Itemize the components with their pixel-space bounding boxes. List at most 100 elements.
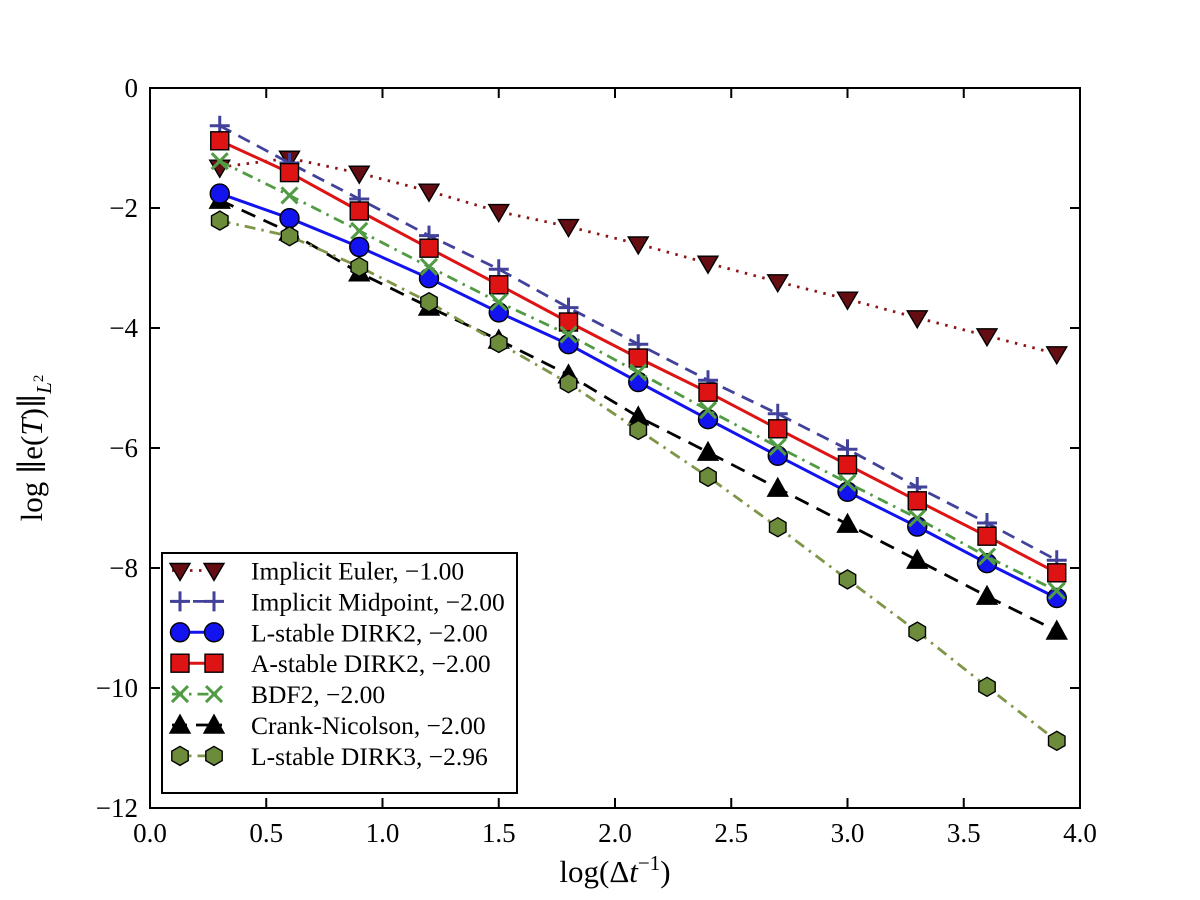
marker-circle: [203, 622, 225, 643]
triangle-down-glyph: [487, 203, 510, 223]
square-glyph: [419, 238, 439, 258]
y-tick-label: 0: [125, 73, 139, 103]
marker-circle: [767, 445, 788, 466]
hexagon-glyph: [908, 621, 927, 642]
marker-x: [210, 152, 229, 171]
marker-triangle-down: [348, 165, 371, 185]
legend-label: L-stable DIRK2, −2.00: [251, 618, 488, 647]
triangle-down-glyph: [417, 183, 441, 203]
legend-label: A-stable DIRK2, −2.00: [251, 649, 491, 678]
hexagon-glyph: [350, 256, 369, 278]
square-glyph: [628, 348, 648, 368]
hexagon-glyph: [489, 332, 508, 354]
x-tick-label: 1.0: [366, 818, 400, 848]
legend-label: Crank-Nicolson, −2.00: [251, 711, 486, 740]
marker-square: [419, 238, 439, 258]
square-glyph: [1047, 563, 1067, 583]
circle-glyph: [767, 445, 788, 466]
legend-label: BDF2, −2.00: [251, 680, 385, 709]
square-glyph: [907, 491, 927, 511]
marker-x: [698, 401, 718, 420]
hexagon-glyph: [978, 676, 996, 698]
square-glyph: [837, 455, 858, 475]
marker-square: [558, 312, 579, 332]
marker-triangle-up: [168, 713, 192, 734]
marker-square: [768, 419, 788, 439]
triangle-up-glyph: [696, 440, 720, 461]
hexagon-glyph: [210, 210, 229, 231]
x-glyph: [280, 186, 299, 205]
square-glyph: [349, 201, 369, 221]
plus-glyph: [170, 591, 190, 612]
marker-circle: [488, 302, 509, 323]
marker-triangle-down: [168, 562, 192, 582]
series-6: [210, 210, 1066, 752]
marker-circle: [349, 236, 370, 258]
legend-entry-3: A-stable DIRK2, −2.00: [170, 649, 491, 678]
marker-x: [559, 325, 578, 344]
circle-glyph: [837, 481, 858, 502]
marker-square: [349, 201, 369, 221]
triangle-down-glyph: [1045, 346, 1068, 366]
x-tick-label: 3.0: [831, 818, 865, 848]
marker-x: [629, 363, 648, 382]
x-glyph: [629, 363, 648, 382]
marker-triangle-down: [1045, 346, 1068, 366]
hexagon-glyph: [1047, 730, 1066, 752]
y-axis-label: log ∥e(T)∥L2: [14, 375, 56, 522]
hexagon-glyph: [629, 419, 648, 441]
triangle-up-glyph: [168, 713, 192, 734]
x-glyph: [210, 152, 229, 171]
x-glyph: [977, 547, 997, 566]
triangle-down-glyph: [557, 218, 580, 238]
marker-square: [907, 491, 927, 511]
triangle-down-glyph: [627, 236, 650, 256]
hexagon-glyph: [280, 225, 299, 247]
hexagon-glyph: [768, 516, 787, 538]
triangle-up-glyph: [975, 584, 999, 605]
marker-triangle-up: [696, 440, 720, 461]
x-glyph: [350, 221, 369, 240]
x-glyph: [204, 685, 224, 704]
hexagon-glyph: [699, 466, 717, 488]
hexagon-glyph: [205, 745, 223, 767]
marker-triangle-down: [696, 255, 720, 275]
legend-entry-6: L-stable DIRK3, −2.96: [171, 742, 488, 771]
marker-triangle-up: [975, 584, 999, 605]
legend-entry-1: Implicit Midpoint, −2.00: [170, 587, 505, 616]
marker-triangle-up: [836, 512, 859, 533]
legend-entry-2: L-stable DIRK2, −2.00: [169, 618, 488, 647]
marker-triangle-up: [202, 713, 226, 734]
square-glyph: [768, 419, 788, 439]
marker-hexagon: [420, 291, 438, 313]
triangle-up-glyph: [836, 512, 859, 533]
marker-square: [628, 348, 648, 368]
triangle-down-glyph: [348, 165, 371, 185]
marker-square: [977, 526, 997, 546]
marker-hexagon: [280, 225, 299, 247]
x-tick-label: 0.5: [249, 818, 283, 848]
x-tick-label: 1.5: [482, 818, 516, 848]
x-glyph: [698, 401, 718, 420]
marker-x: [489, 293, 508, 312]
y-tick-label: −2: [109, 193, 138, 223]
marker-x: [170, 685, 190, 704]
x-tick-label: 0.0: [133, 818, 167, 848]
marker-hexagon: [629, 419, 648, 441]
plus-glyph: [204, 591, 224, 612]
marker-hexagon: [908, 621, 927, 642]
y-tick-label: −8: [109, 553, 138, 583]
hexagon-glyph: [559, 372, 578, 394]
square-glyph: [204, 653, 224, 673]
marker-x: [280, 186, 299, 205]
x-glyph: [170, 685, 190, 704]
legend-label: Implicit Midpoint, −2.00: [251, 587, 505, 616]
marker-square: [698, 382, 718, 402]
series-0: [208, 150, 1068, 366]
marker-hexagon: [171, 745, 189, 767]
triangle-up-glyph: [766, 476, 789, 497]
square-glyph: [489, 275, 509, 295]
marker-triangle-up: [1045, 619, 1068, 640]
